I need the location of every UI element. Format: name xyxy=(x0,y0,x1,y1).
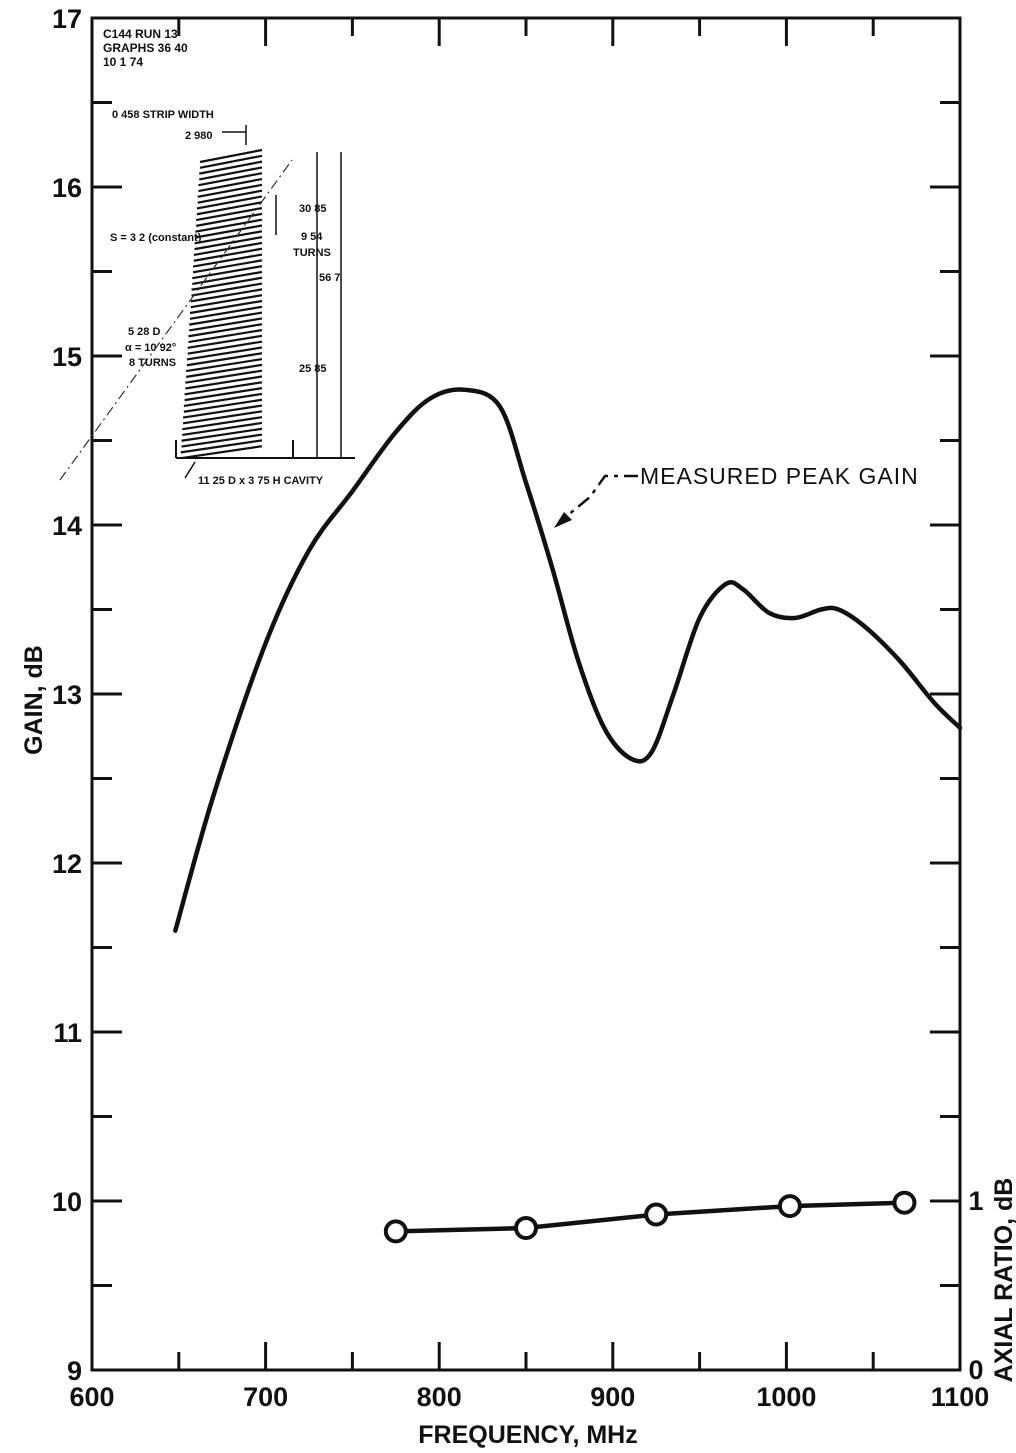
stamp-line-1: C144 RUN 13 xyxy=(103,27,178,41)
y-tick-label: 17 xyxy=(52,4,82,34)
helix-antenna-sketch: 0 458 STRIP WIDTH 2 980 S = 3 2 (constan… xyxy=(59,109,355,487)
label-954: 9 54 xyxy=(301,231,323,243)
stamp-line-2: GRAPHS 36 40 xyxy=(103,41,188,55)
x-tick-label: 600 xyxy=(69,1382,114,1412)
label-3085: 30 85 xyxy=(299,203,327,215)
label-spacing: S = 3 2 (constant) xyxy=(110,232,202,244)
y-tick-label: 11 xyxy=(53,1018,82,1048)
label-528: 5 28 D xyxy=(128,326,160,338)
label-alpha: α = 10 92° xyxy=(125,342,176,354)
y-tick-label: 12 xyxy=(52,849,82,879)
y2-tick-label: 1 xyxy=(968,1186,983,1216)
label-turns-1: TURNS xyxy=(293,247,331,259)
axial-ratio-point xyxy=(644,1202,669,1227)
label-strip-width: 0 458 STRIP WIDTH xyxy=(112,109,214,121)
helix-coils xyxy=(180,148,263,460)
measured-peak-gain-callout: MEASURED PEAK GAIN xyxy=(554,463,919,528)
dashed-extension-line xyxy=(59,159,293,481)
y-tick-label: 13 xyxy=(52,680,82,710)
x-tick-label: 1000 xyxy=(756,1382,816,1412)
y2-tick-label: 0 xyxy=(968,1355,983,1385)
label-turns-8: 8 TURNS xyxy=(129,357,176,369)
y-tick-label: 14 xyxy=(52,511,82,541)
y-tick-label: 15 xyxy=(52,342,82,372)
y2-axis-title: AXIAL RATIO, dB xyxy=(990,1178,1016,1383)
helix-winding xyxy=(180,148,263,460)
label-567: 56 7 xyxy=(319,272,340,284)
cavity-slant-mark xyxy=(184,461,196,479)
axial-ratio-point xyxy=(383,1219,408,1244)
label-cavity: 11 25 D x 3 75 H CAVITY xyxy=(198,475,324,487)
y-tick-label: 16 xyxy=(52,173,82,203)
label-2585: 25 85 xyxy=(299,363,327,375)
x-tick-label: 800 xyxy=(417,1382,462,1412)
callout-arrowhead xyxy=(554,512,572,528)
axial-ratio-point xyxy=(514,1216,538,1241)
gain-curve xyxy=(173,387,963,933)
axial-ratio-point xyxy=(777,1194,802,1219)
callout-label: MEASURED PEAK GAIN xyxy=(640,463,919,489)
stamp-line-3: 10 1 74 xyxy=(103,55,143,69)
label-2980: 2 980 xyxy=(185,130,213,142)
series-layer xyxy=(173,387,963,1244)
x-tick-label: 700 xyxy=(243,1382,288,1412)
x-tick-label: 1100 xyxy=(931,1382,990,1412)
y-axis-title: GAIN, dB xyxy=(20,645,48,755)
run-stamp: C144 RUN 13 GRAPHS 36 40 10 1 74 xyxy=(103,27,188,69)
y-tick-label: 9 xyxy=(67,1356,82,1386)
x-axis-title: FREQUENCY, MHz xyxy=(418,1421,637,1449)
ticks: 600 700 800 900 1000 1100 9 10 11 12 13 14 15 16 17 0 1 xyxy=(52,4,989,1412)
axial-ratio-point xyxy=(892,1190,917,1215)
y-tick-label: 10 xyxy=(52,1187,82,1217)
x-tick-label: 900 xyxy=(590,1382,635,1412)
